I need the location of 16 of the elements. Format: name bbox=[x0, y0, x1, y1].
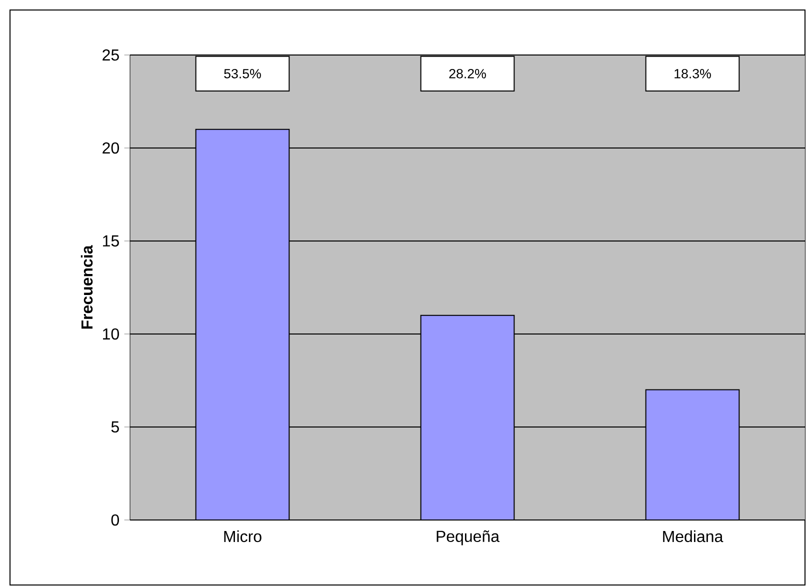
y-axis-title: Frecuencia bbox=[80, 245, 93, 329]
x-tick-label: Micro bbox=[224, 530, 262, 542]
annotation: 53.5% bbox=[224, 68, 261, 78]
annotation: 28.2% bbox=[449, 68, 486, 78]
y-tick-label: 25 bbox=[102, 49, 119, 61]
bar bbox=[645, 389, 740, 520]
y-tick-label: 10 bbox=[103, 328, 119, 340]
y-tick-label: 0 bbox=[111, 514, 119, 526]
bar bbox=[420, 314, 515, 520]
bar bbox=[195, 128, 290, 520]
x-tick-label: Mediana bbox=[663, 530, 724, 542]
y-tick-label: 5 bbox=[111, 421, 119, 433]
x-tick-label: Pequeña bbox=[436, 530, 500, 546]
y-tick-label: 20 bbox=[102, 142, 119, 154]
y-tick-label: 15 bbox=[103, 235, 119, 247]
annotation: 18.3% bbox=[674, 68, 711, 78]
